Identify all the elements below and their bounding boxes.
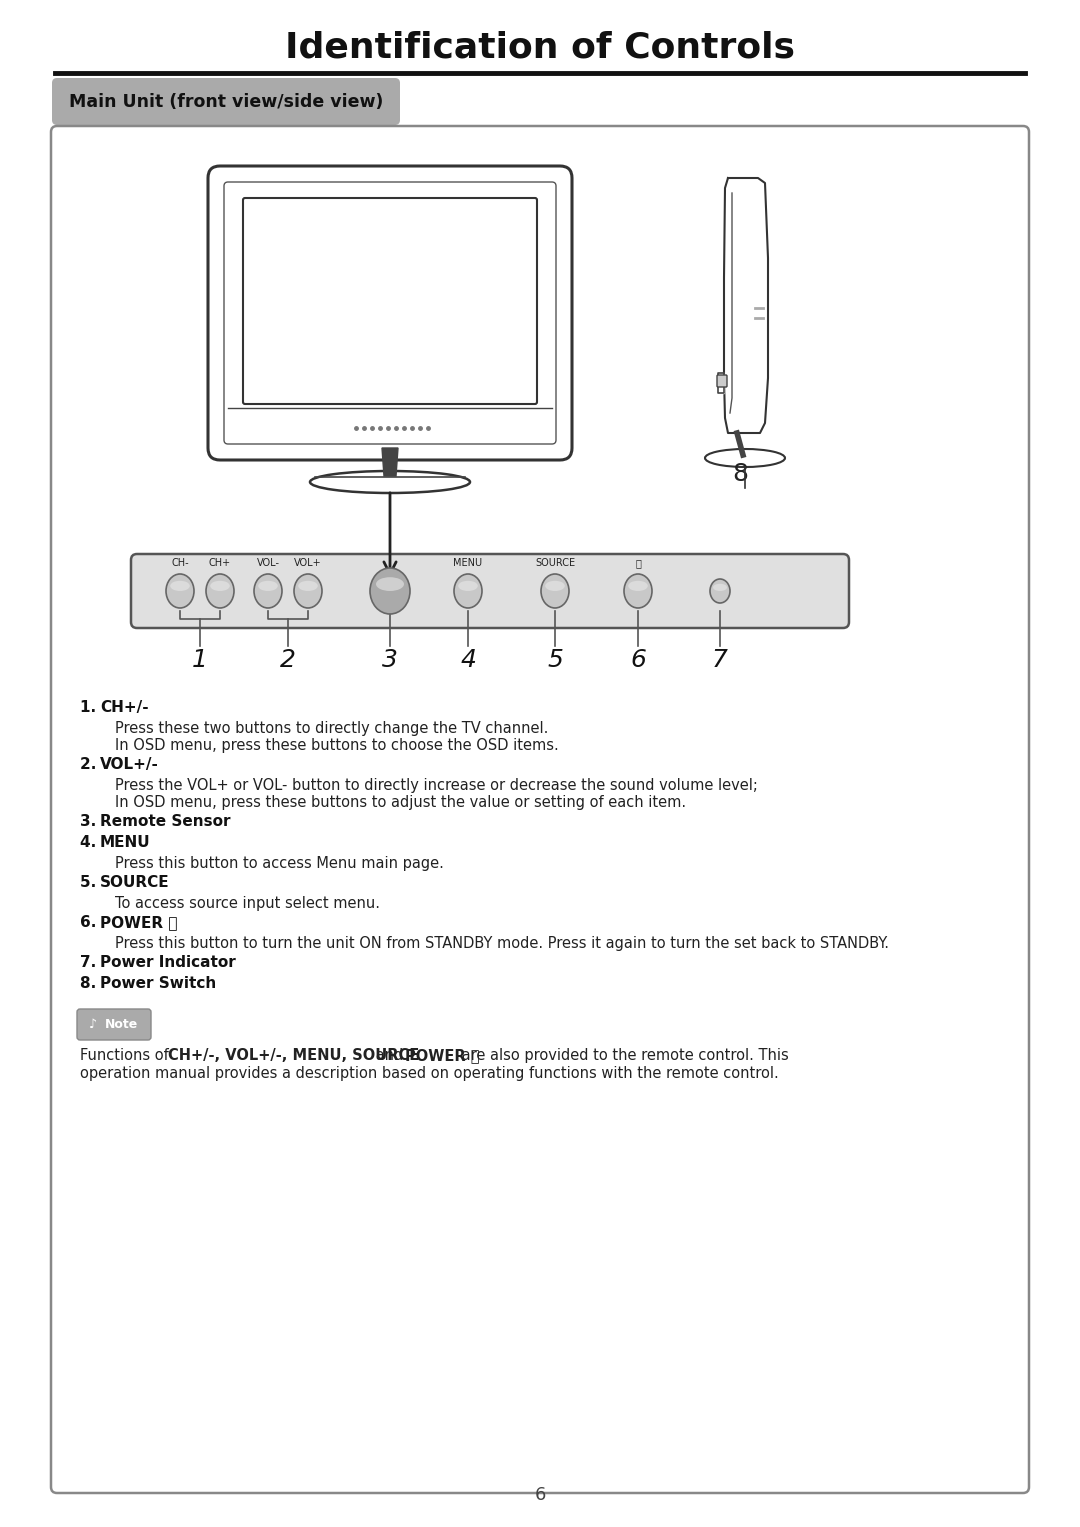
Text: ⏻: ⏻ — [635, 557, 640, 568]
Polygon shape — [382, 447, 399, 476]
Text: Press this button to turn the unit ON from STANDBY mode. Press it again to turn : Press this button to turn the unit ON fr… — [114, 936, 889, 951]
Text: Main Unit (front view/side view): Main Unit (front view/side view) — [69, 93, 383, 111]
Polygon shape — [724, 179, 768, 434]
Ellipse shape — [310, 470, 470, 493]
FancyBboxPatch shape — [131, 554, 849, 628]
Text: Press these two buttons to directly change the TV channel.: Press these two buttons to directly chan… — [114, 721, 549, 736]
Ellipse shape — [705, 449, 785, 467]
Text: MENU: MENU — [454, 557, 483, 568]
Ellipse shape — [254, 574, 282, 608]
Text: 5.: 5. — [80, 875, 102, 890]
Text: 1.: 1. — [80, 699, 102, 715]
Text: Power Switch: Power Switch — [100, 976, 216, 991]
FancyBboxPatch shape — [243, 199, 537, 405]
Text: are also provided to the remote control. This: are also provided to the remote control.… — [458, 1048, 789, 1063]
Ellipse shape — [294, 574, 322, 608]
Text: CH+: CH+ — [208, 557, 231, 568]
Ellipse shape — [629, 580, 648, 591]
Text: CH-: CH- — [172, 557, 189, 568]
Ellipse shape — [376, 577, 404, 591]
Text: VOL+: VOL+ — [294, 557, 322, 568]
FancyBboxPatch shape — [717, 376, 727, 386]
FancyBboxPatch shape — [51, 127, 1029, 1493]
FancyBboxPatch shape — [52, 78, 400, 125]
Ellipse shape — [206, 574, 234, 608]
Ellipse shape — [258, 580, 278, 591]
Text: operation manual provides a description based on operating functions with the re: operation manual provides a description … — [80, 1066, 779, 1081]
Ellipse shape — [454, 574, 482, 608]
Text: In OSD menu, press these buttons to adjust the value or setting of each item.: In OSD menu, press these buttons to adju… — [114, 796, 686, 809]
Ellipse shape — [713, 583, 727, 591]
FancyBboxPatch shape — [208, 166, 572, 460]
Ellipse shape — [370, 568, 410, 614]
Ellipse shape — [211, 580, 230, 591]
Text: POWER ⏻: POWER ⏻ — [405, 1048, 480, 1063]
Text: 2: 2 — [280, 647, 296, 672]
Text: Power Indicator: Power Indicator — [100, 954, 235, 970]
Text: SOURCE: SOURCE — [100, 875, 170, 890]
Text: VOL+/-: VOL+/- — [100, 757, 159, 773]
Text: and: and — [370, 1048, 408, 1063]
Text: 6: 6 — [535, 1486, 545, 1504]
Text: MENU: MENU — [100, 835, 150, 851]
FancyBboxPatch shape — [224, 182, 556, 444]
Ellipse shape — [458, 580, 477, 591]
Text: 8.: 8. — [80, 976, 102, 991]
Ellipse shape — [171, 580, 190, 591]
Text: 3.: 3. — [80, 814, 102, 829]
Text: 6: 6 — [630, 647, 646, 672]
Polygon shape — [718, 373, 724, 392]
Text: SOURCE: SOURCE — [535, 557, 575, 568]
Text: 7.: 7. — [80, 954, 102, 970]
Text: POWER ⏻: POWER ⏻ — [100, 915, 177, 930]
Text: Functions of: Functions of — [80, 1048, 174, 1063]
Ellipse shape — [545, 580, 565, 591]
Ellipse shape — [166, 574, 194, 608]
Text: In OSD menu, press these buttons to choose the OSD items.: In OSD menu, press these buttons to choo… — [114, 738, 558, 753]
Ellipse shape — [298, 580, 318, 591]
Text: ♪: ♪ — [89, 1017, 97, 1031]
Ellipse shape — [624, 574, 652, 608]
Ellipse shape — [710, 579, 730, 603]
Text: 2.: 2. — [80, 757, 102, 773]
Text: 5: 5 — [548, 647, 563, 672]
Text: VOL-: VOL- — [257, 557, 280, 568]
Text: Identification of Controls: Identification of Controls — [285, 31, 795, 66]
Text: CH+/-, VOL+/-, MENU, SOURCE: CH+/-, VOL+/-, MENU, SOURCE — [168, 1048, 420, 1063]
Text: 4: 4 — [460, 647, 476, 672]
FancyBboxPatch shape — [77, 1009, 151, 1040]
Text: 7: 7 — [712, 647, 728, 672]
Text: 1: 1 — [192, 647, 208, 672]
Text: To access source input select menu.: To access source input select menu. — [114, 896, 380, 912]
Text: 8: 8 — [732, 463, 748, 486]
Text: Press the VOL+ or VOL- button to directly increase or decrease the sound volume : Press the VOL+ or VOL- button to directl… — [114, 777, 758, 793]
Text: 6.: 6. — [80, 915, 102, 930]
Text: Note: Note — [106, 1017, 138, 1031]
Text: CH+/-: CH+/- — [100, 699, 149, 715]
Text: Press this button to access Menu main page.: Press this button to access Menu main pa… — [114, 857, 444, 870]
Text: 3: 3 — [382, 647, 397, 672]
Ellipse shape — [541, 574, 569, 608]
Text: Remote Sensor: Remote Sensor — [100, 814, 230, 829]
Text: 4.: 4. — [80, 835, 102, 851]
